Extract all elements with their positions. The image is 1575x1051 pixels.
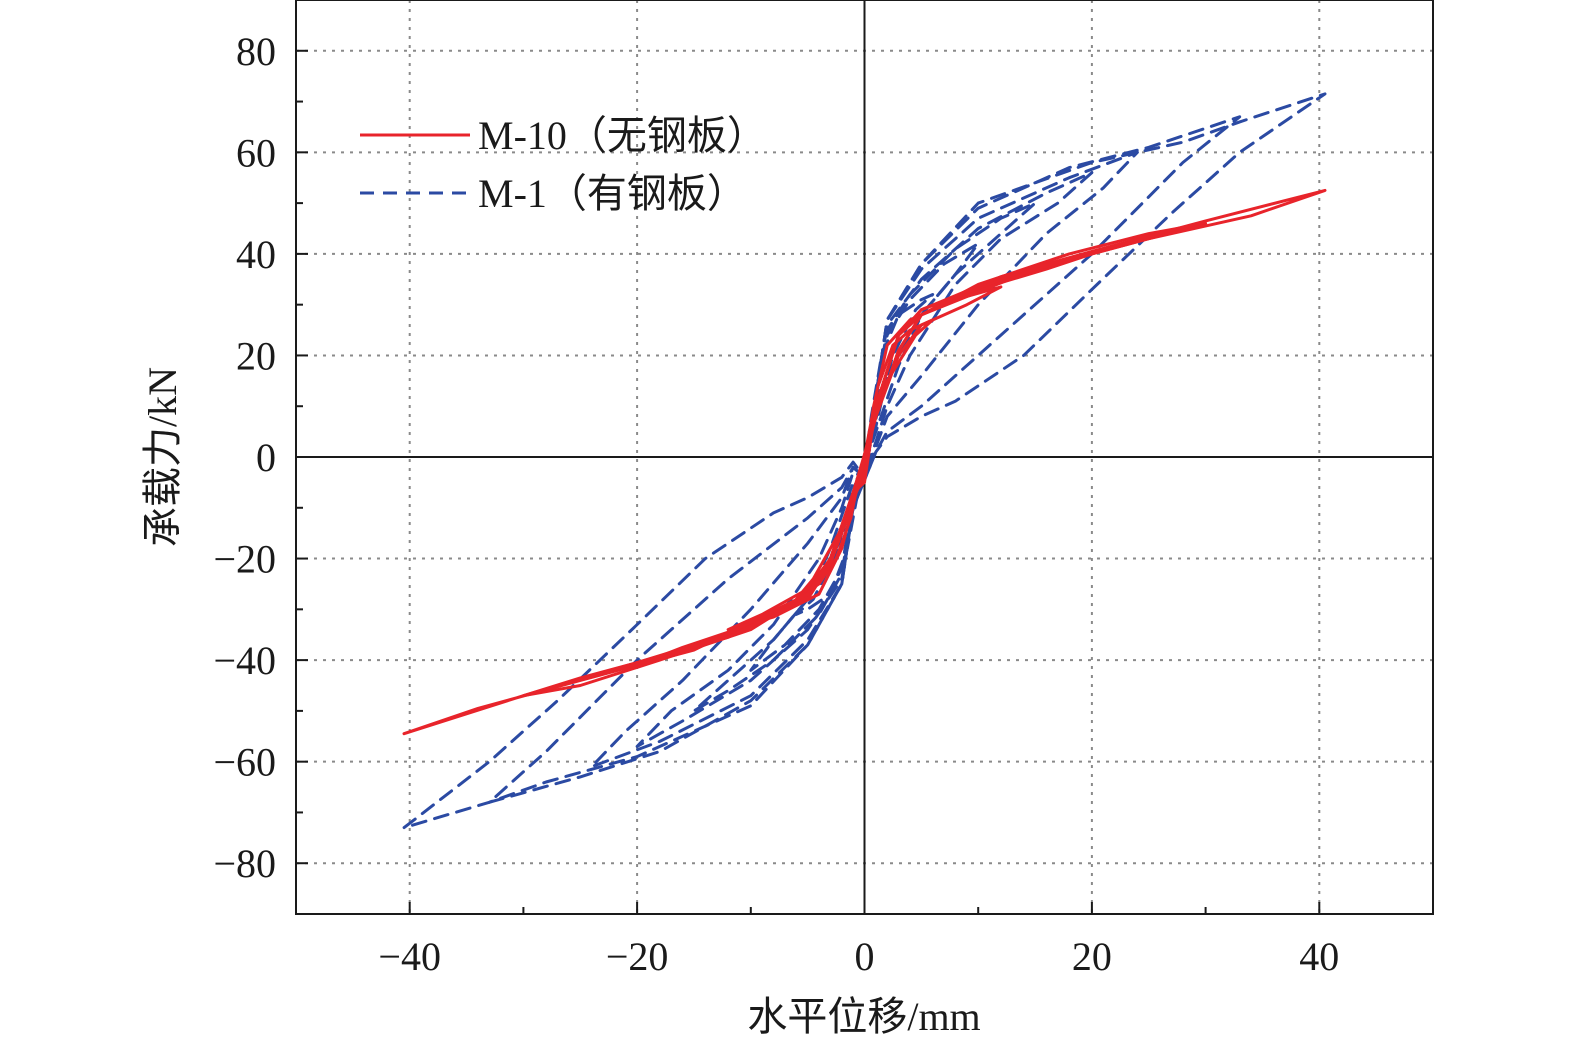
series-layer: [402, 92, 1327, 830]
y-tick-label: −20: [213, 537, 276, 582]
x-tick-label: 20: [1072, 934, 1112, 979]
y-tick-label: 80: [236, 29, 276, 74]
x-tick-label: 0: [855, 934, 875, 979]
y-tick-label: 60: [236, 130, 276, 175]
y-tick-label: 40: [236, 232, 276, 277]
y-tick-labels: −80 −60 −40 −20 0 20 40 60 80: [213, 29, 276, 886]
y-axis-title: 承载力/kN: [140, 367, 185, 547]
hysteresis-loop: [402, 188, 1327, 736]
y-tick-label: −40: [213, 638, 276, 683]
ticks: [296, 49, 1321, 914]
y-tick-label: 0: [256, 435, 276, 480]
y-tick-label: −60: [213, 740, 276, 785]
x-axis-title: 水平位移/mm: [747, 994, 980, 1039]
y-tick-label: 20: [236, 333, 276, 378]
legend: M-10（无钢板） M-1（有钢板）: [360, 113, 767, 216]
x-tick-labels: −40 −20 0 20 40: [378, 934, 1339, 979]
series-m10: [402, 188, 1327, 736]
x-tick-label: −40: [378, 934, 441, 979]
y-tick-label: −80: [213, 841, 276, 886]
legend-label-m1: M-1（有钢板）: [478, 171, 747, 216]
legend-label-m10: M-10（无钢板）: [478, 113, 767, 158]
x-tick-label: 40: [1299, 934, 1339, 979]
x-tick-label: −20: [606, 934, 669, 979]
